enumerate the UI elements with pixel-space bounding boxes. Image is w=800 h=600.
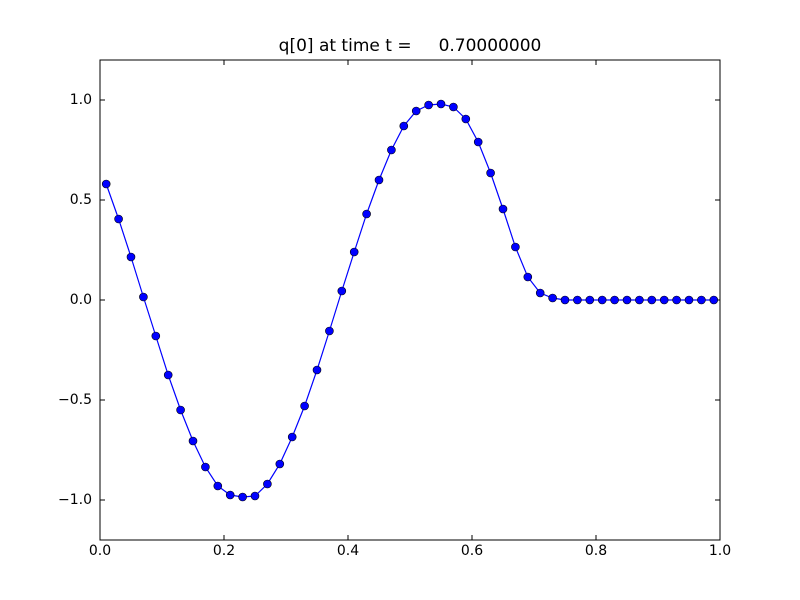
x-tick-label: 0.0 (89, 543, 111, 559)
x-tick-label: 0.8 (585, 543, 607, 559)
data-point (349, 247, 359, 257)
data-point (511, 242, 520, 252)
data-point (263, 479, 272, 489)
data-point (287, 432, 297, 442)
data-point (486, 168, 495, 178)
data-point (300, 401, 309, 411)
data-point (610, 295, 619, 305)
data-point (647, 295, 657, 305)
data-point (325, 326, 334, 336)
x-tick-label: 1.0 (709, 543, 731, 559)
data-point (635, 295, 644, 305)
data-point (250, 491, 260, 501)
data-point (424, 100, 433, 110)
data-point (535, 288, 545, 298)
y-tick-label: 0.0 (70, 292, 92, 308)
data-point (275, 459, 285, 469)
plot-frame (99, 59, 721, 541)
data-point (238, 492, 247, 502)
data-point (312, 365, 322, 375)
data-point (684, 295, 694, 305)
data-point (126, 252, 136, 262)
data-point (225, 490, 235, 500)
data-point (659, 295, 669, 305)
data-point (709, 295, 719, 305)
data-point (548, 293, 557, 303)
data-point (523, 272, 533, 282)
data-point (374, 175, 384, 185)
data-point (387, 145, 396, 155)
data-point (139, 292, 148, 302)
y-tick-label: −0.5 (58, 392, 92, 408)
y-tick-label: −1.0 (58, 492, 92, 508)
data-point (362, 209, 371, 219)
y-tick-label: 0.5 (70, 192, 92, 208)
data-point (188, 436, 198, 446)
y-tick-label: 1.0 (70, 92, 92, 108)
data-point (560, 295, 570, 305)
data-point (697, 295, 706, 305)
x-tick-label: 0.4 (337, 543, 359, 559)
data-point (573, 295, 582, 305)
data-point (411, 106, 421, 116)
data-point (436, 99, 446, 109)
data-point (201, 462, 210, 472)
data-point (114, 214, 123, 224)
data-point (151, 331, 161, 341)
x-tick-label: 0.2 (213, 543, 235, 559)
data-point (337, 286, 347, 296)
data-point (461, 114, 471, 124)
data-point (597, 295, 607, 305)
data-point (176, 405, 185, 415)
data-point (101, 179, 111, 189)
x-tick-label: 0.6 (461, 543, 483, 559)
data-point (585, 295, 595, 305)
data-point (498, 204, 508, 214)
chart-title: q[0] at time t = 0.70000000 (279, 36, 542, 56)
data-point (473, 137, 483, 147)
data-point (449, 102, 458, 112)
data-point (213, 481, 223, 491)
data-point (672, 295, 681, 305)
data-point (622, 295, 632, 305)
data-point (163, 370, 173, 380)
data-point (399, 121, 409, 131)
